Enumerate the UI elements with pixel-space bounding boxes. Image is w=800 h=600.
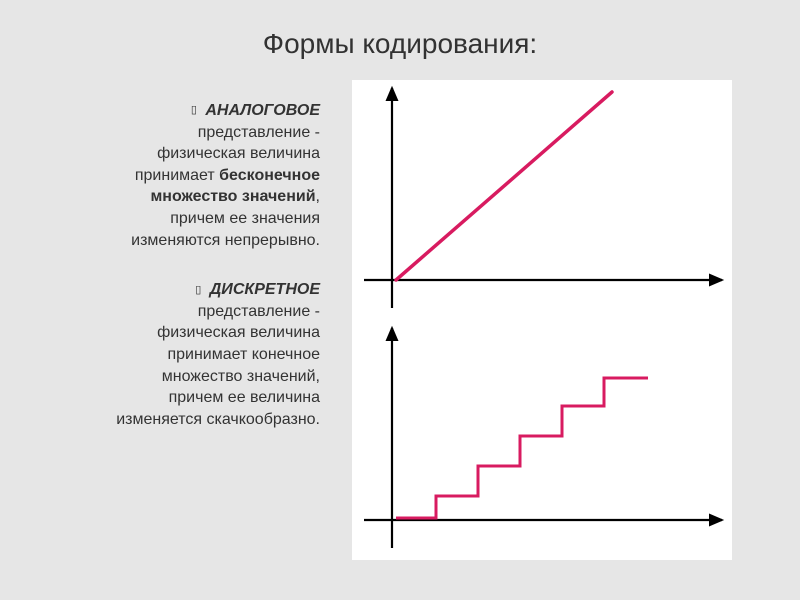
bullet-icon: ▯	[191, 104, 197, 116]
analog-line: принимает бесконечное	[30, 165, 320, 187]
discrete-heading: ДИСКРЕТНОЕ	[210, 281, 320, 298]
discrete-chart-svg	[352, 320, 732, 560]
discrete-line: принимает конечное	[30, 344, 320, 366]
analog-line: изменяются непрерывно.	[30, 230, 320, 252]
discrete-text-block: ▯ ДИСКРЕТНОЕ представление - физическая …	[30, 279, 320, 430]
discrete-line: физическая величина	[30, 322, 320, 344]
analog-line: физическая величина	[30, 143, 320, 165]
charts-panel	[352, 80, 732, 560]
slide: Формы кодирования: ▯ АНАЛОГОВОЕ представ…	[0, 0, 800, 600]
bullet-icon: ▯	[195, 284, 201, 296]
analog-line: множество значений,	[30, 186, 320, 208]
discrete-line: множество значений,	[30, 366, 320, 388]
analog-line: представление -	[30, 122, 320, 144]
discrete-line: причем ее величина	[30, 387, 320, 409]
analog-heading: АНАЛОГОВОЕ	[205, 102, 320, 119]
discrete-chart	[352, 320, 732, 560]
analog-chart-svg	[352, 80, 732, 320]
discrete-line: представление -	[30, 301, 320, 323]
analog-line: причем ее значения	[30, 208, 320, 230]
analog-chart	[352, 80, 732, 320]
discrete-line: изменяется скачкообразно.	[30, 409, 320, 431]
slide-title: Формы кодирования:	[0, 28, 800, 60]
text-column: ▯ АНАЛОГОВОЕ представление - физическая …	[30, 100, 320, 430]
analog-text-block: ▯ АНАЛОГОВОЕ представление - физическая …	[30, 100, 320, 251]
